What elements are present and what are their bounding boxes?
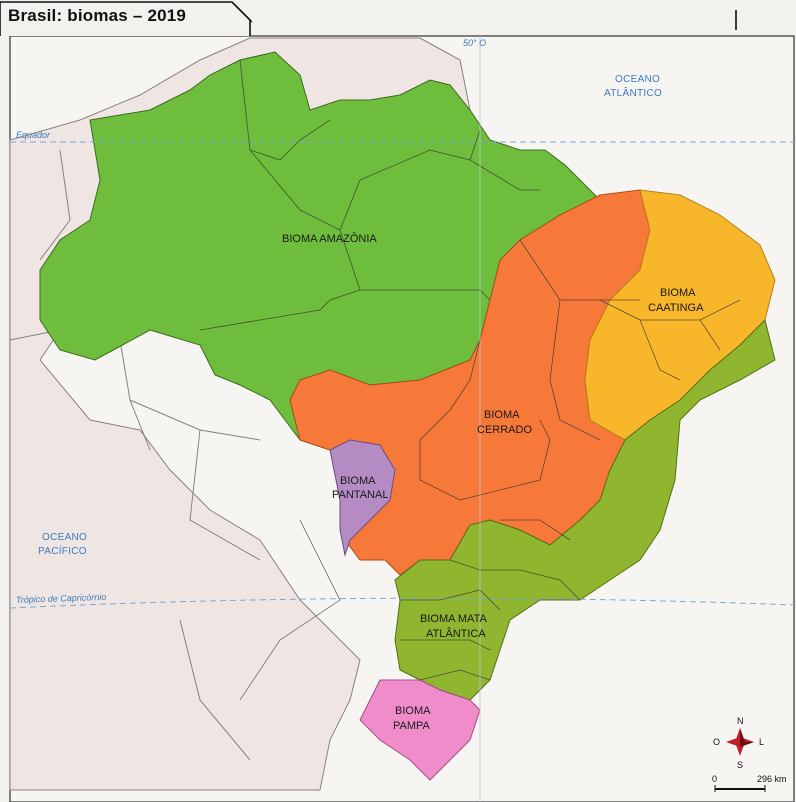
biome-mata-atlantica-area	[394, 319, 776, 701]
capricorn-label: Trópico de Capricórnio	[16, 592, 107, 605]
map-title: Brasil: biomas – 2019	[8, 6, 187, 25]
scale-bar	[714, 785, 766, 792]
equator-label: Equador	[16, 130, 51, 140]
state-borders	[199, 59, 741, 681]
neighbor-borders	[9, 149, 341, 761]
biome-pantanal-area	[329, 439, 396, 557]
biome-pampa-area	[359, 679, 481, 781]
title-tab-slash	[235, 5, 253, 23]
compass-n: N	[737, 716, 744, 726]
label-pantanal-1: BIOMA	[340, 475, 376, 487]
label-pampa-2: PAMPA	[393, 720, 431, 732]
label-cerrado-1: BIOMA	[484, 409, 520, 421]
label-pantanal-2: PANTANAL	[332, 489, 388, 501]
ocean-atlantic-line2: ATLÂNTICO	[604, 86, 662, 99]
ocean-atlantic-line1: OCEANO	[615, 74, 660, 85]
label-amazonia: BIOMA AMAZÔNIA	[282, 232, 377, 245]
scale-end: 296 km	[757, 774, 787, 784]
ocean-pacific-line2: PACÍFICO	[38, 544, 87, 557]
label-pampa-1: BIOMA	[395, 705, 431, 717]
capricorn-line	[9, 597, 795, 609]
meridian-label: 50° O	[463, 38, 486, 48]
compass-rose-icon	[726, 728, 754, 756]
label-caatinga-1: BIOMA	[660, 287, 696, 299]
label-mata-atlantica-1: BIOMA MATA	[420, 613, 487, 625]
compass-l: L	[759, 737, 764, 747]
compass-s: S	[737, 760, 743, 770]
title-tab-shape	[0, 1, 251, 36]
compass-o: O	[713, 737, 720, 747]
label-cerrado-2: CERRADO	[477, 424, 532, 436]
scale-start: 0	[712, 774, 717, 784]
label-mata-atlantica-2: ATLÂNTICA	[426, 627, 486, 640]
ocean-pacific-line1: OCEANO	[42, 532, 87, 543]
label-caatinga-2: CAATINGA	[648, 302, 704, 314]
